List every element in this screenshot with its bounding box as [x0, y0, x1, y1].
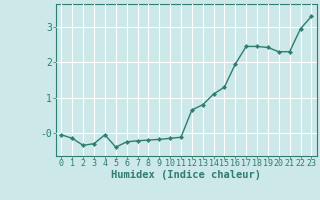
X-axis label: Humidex (Indice chaleur): Humidex (Indice chaleur) — [111, 170, 261, 180]
